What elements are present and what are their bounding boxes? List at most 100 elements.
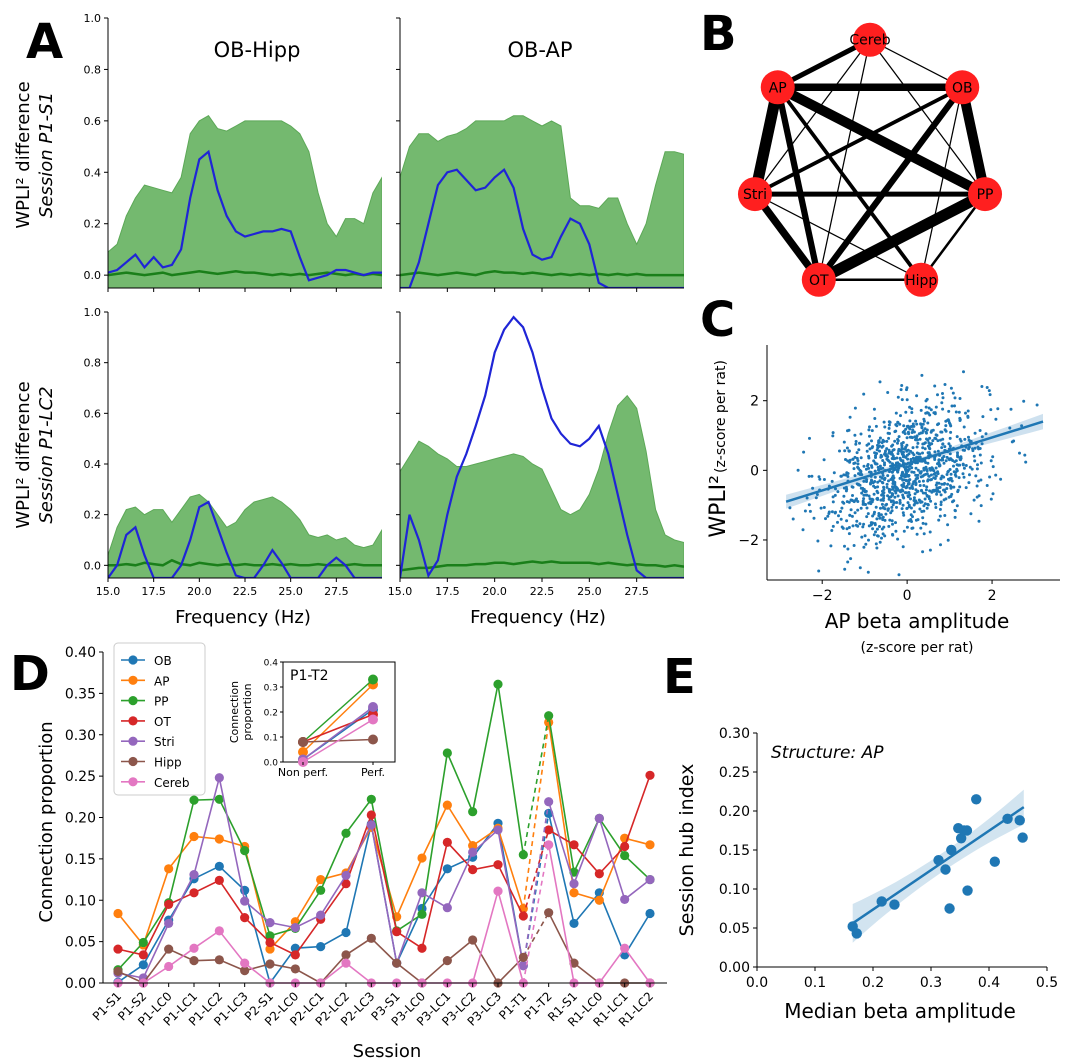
- scatter-point: [831, 495, 835, 499]
- scatter-point: [891, 493, 894, 497]
- scatter-point: [889, 899, 900, 910]
- scatter-point: [893, 457, 897, 460]
- scatter-point: [899, 414, 902, 418]
- scatter-point: [909, 449, 913, 453]
- scatter-point: [918, 484, 922, 487]
- scatter-point: [923, 502, 927, 506]
- scatter-point: [977, 494, 981, 498]
- scatter-point: [966, 409, 970, 413]
- scatter-point: [918, 455, 922, 459]
- scatter-point: [949, 386, 953, 390]
- scatter-point: [924, 488, 928, 492]
- panel-c: −2 −2 0 0 2 2 WPLI² (z-score per rat) AP beta…: [706, 345, 1060, 656]
- scatter-point: [944, 429, 948, 433]
- scatter-point: [911, 526, 915, 530]
- scatter-point: [909, 457, 913, 461]
- inset-point: [368, 702, 378, 712]
- scatter-point: [961, 472, 965, 476]
- x-tick-label: 22.5: [530, 585, 555, 598]
- scatter-point: [926, 478, 930, 482]
- scatter-point: [860, 491, 864, 495]
- scatter-point: [834, 487, 837, 491]
- scatter-point: [915, 422, 919, 426]
- scatter-point: [929, 499, 933, 503]
- scatter-point: [899, 476, 903, 480]
- scatter-point: [922, 467, 926, 471]
- series-line-dashed: [522, 813, 550, 966]
- scatter-point: [911, 422, 915, 426]
- scatter-point: [908, 464, 912, 468]
- scatter-point: [868, 425, 871, 429]
- scatter-point: [979, 461, 983, 465]
- inset-point: [298, 737, 308, 747]
- scatter-point: [836, 490, 840, 494]
- scatter-point: [915, 455, 919, 459]
- x-tick-label: 0.1: [804, 975, 826, 991]
- data-point: [442, 864, 452, 874]
- scatter-point: [870, 497, 874, 501]
- scatter-point: [924, 411, 928, 415]
- scatter-point: [896, 468, 900, 472]
- scatter-point: [958, 457, 962, 461]
- scatter-point: [932, 488, 936, 492]
- scatter-point: [980, 435, 984, 439]
- scatter-point: [876, 896, 887, 907]
- shuffle-mean-line: [400, 270, 684, 277]
- inset-ylabel-line1: Connection: [228, 681, 241, 743]
- scatter-point: [856, 465, 860, 469]
- scatter-point: [937, 518, 941, 522]
- scatter-point: [912, 453, 916, 457]
- scatter-point: [910, 411, 914, 414]
- scatter-point: [910, 431, 914, 434]
- scatter-point: [919, 408, 923, 412]
- scatter-point: [949, 430, 953, 434]
- scatter-point: [838, 449, 841, 453]
- data-point: [366, 933, 376, 943]
- data-point: [392, 958, 402, 968]
- scatter-point: [894, 491, 898, 495]
- scatter-point: [904, 486, 908, 490]
- scatter-point: [822, 478, 826, 481]
- panel-d-ylabel: Connection proportion: [36, 721, 57, 922]
- data-point: [138, 937, 148, 948]
- scatter-point: [968, 465, 972, 469]
- panel-letter-d: D: [10, 646, 50, 702]
- scatter-point: [961, 448, 965, 452]
- scatter-point: [924, 430, 928, 434]
- scatter-point: [929, 408, 933, 412]
- scatter-point: [940, 401, 944, 405]
- scatter-point: [858, 468, 862, 472]
- scatter-point: [941, 392, 944, 395]
- scatter-point: [898, 456, 902, 460]
- scatter-point: [909, 497, 912, 501]
- edge-ap-cereb: [776, 37, 872, 90]
- x-tick-label: 15.0: [96, 585, 121, 598]
- scatter-point: [891, 454, 895, 458]
- scatter-point: [934, 483, 938, 487]
- inset-y-tick-label: 0.2: [264, 709, 278, 719]
- data-point: [138, 960, 148, 970]
- panel-e: 0.00 0.05 0.10 0.15 0.20 0.25 0.30 0.0 0.1 0.2 0.3…: [676, 726, 1058, 1023]
- scatter-point: [887, 524, 891, 528]
- scatter-point: [826, 514, 830, 518]
- scatter-point: [1002, 813, 1013, 824]
- scatter-point: [875, 527, 879, 531]
- scatter-point: [907, 491, 911, 494]
- scatter-point: [969, 439, 973, 443]
- scatter-point: [855, 482, 859, 486]
- scatter-point: [921, 446, 925, 450]
- scatter-point: [833, 511, 837, 515]
- scatter-point: [878, 540, 882, 544]
- scatter-point: [944, 903, 955, 914]
- data-point: [189, 956, 199, 966]
- panel-e-xlabel: Median beta amplitude: [784, 999, 1016, 1023]
- scatter-point: [918, 507, 922, 511]
- scatter-point: [915, 490, 919, 494]
- scatter-points: [788, 370, 1039, 577]
- data-point: [290, 964, 300, 974]
- scatter-point: [927, 406, 931, 410]
- scatter-point: [874, 454, 877, 458]
- inset-series-line: [302, 706, 374, 761]
- scatter-point: [888, 420, 892, 424]
- inset-point: [368, 714, 378, 725]
